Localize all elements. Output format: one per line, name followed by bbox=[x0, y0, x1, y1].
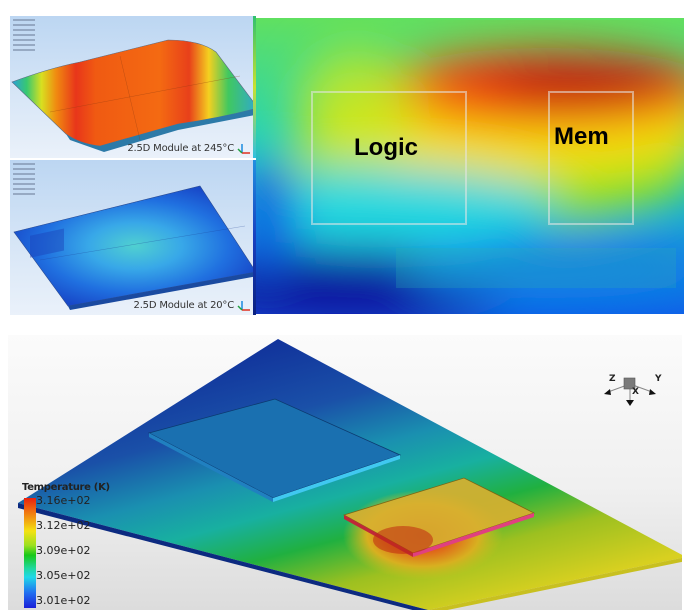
axis-x-label: X bbox=[632, 387, 639, 397]
legend-title: Temperature (K) bbox=[22, 482, 110, 493]
axis-z-label: Z bbox=[609, 374, 616, 384]
board-3d-render bbox=[18, 339, 682, 610]
legend-tick: 3.05e+02 bbox=[36, 569, 91, 582]
thermal-heatmap-panel: Logic Mem bbox=[256, 18, 684, 314]
color-strip bbox=[253, 160, 256, 315]
warpage-245c-panel: 2.5D Module at 245°C bbox=[10, 16, 256, 158]
mini-legend bbox=[13, 163, 35, 198]
flat-module-cold bbox=[13, 185, 256, 310]
legend-tick: 3.09e+02 bbox=[36, 544, 91, 557]
orientation-cube-icon bbox=[604, 377, 656, 406]
caption-20c: 2.5D Module at 20°C bbox=[133, 300, 235, 311]
legend-tick: 3.12e+02 bbox=[36, 519, 91, 532]
orientation-axes: Z Y X bbox=[598, 370, 668, 420]
axis-triad-icon bbox=[237, 144, 250, 154]
mem-die-outline bbox=[548, 91, 634, 225]
legend-tick: 3.16e+02 bbox=[36, 494, 91, 507]
axis-y-label: Y bbox=[655, 374, 662, 384]
warpage-20c-panel: 2.5D Module at 20°C bbox=[10, 160, 256, 315]
heatmap-image bbox=[256, 18, 684, 314]
logic-label: Logic bbox=[354, 134, 418, 161]
temperature-legend: Temperature (K) 3.16e+02 3.12e+02 3.09e+… bbox=[22, 482, 110, 608]
thermal-simulation-panel: Temperature (K) 3.16e+02 3.12e+02 3.09e+… bbox=[8, 335, 682, 610]
mem-label: Mem bbox=[554, 123, 609, 150]
caption-245c: 2.5D Module at 245°C bbox=[127, 143, 234, 154]
legend-tick: 3.01e+02 bbox=[36, 594, 91, 607]
axis-triad-icon bbox=[237, 301, 250, 311]
color-strip bbox=[253, 16, 256, 158]
logic-die-outline bbox=[311, 91, 467, 225]
mini-legend bbox=[13, 19, 35, 54]
colorbar bbox=[24, 498, 36, 608]
warped-module-hot bbox=[11, 39, 256, 152]
